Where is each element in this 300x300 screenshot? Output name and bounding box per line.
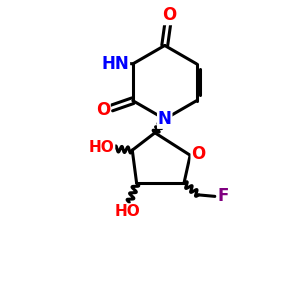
Text: O: O	[96, 100, 110, 118]
Text: F: F	[218, 188, 229, 206]
Text: O: O	[162, 6, 176, 24]
Text: HN: HN	[102, 55, 129, 73]
Text: O: O	[191, 145, 206, 163]
Text: HO: HO	[115, 204, 141, 219]
Text: N: N	[158, 110, 172, 128]
Text: HO: HO	[89, 140, 115, 155]
